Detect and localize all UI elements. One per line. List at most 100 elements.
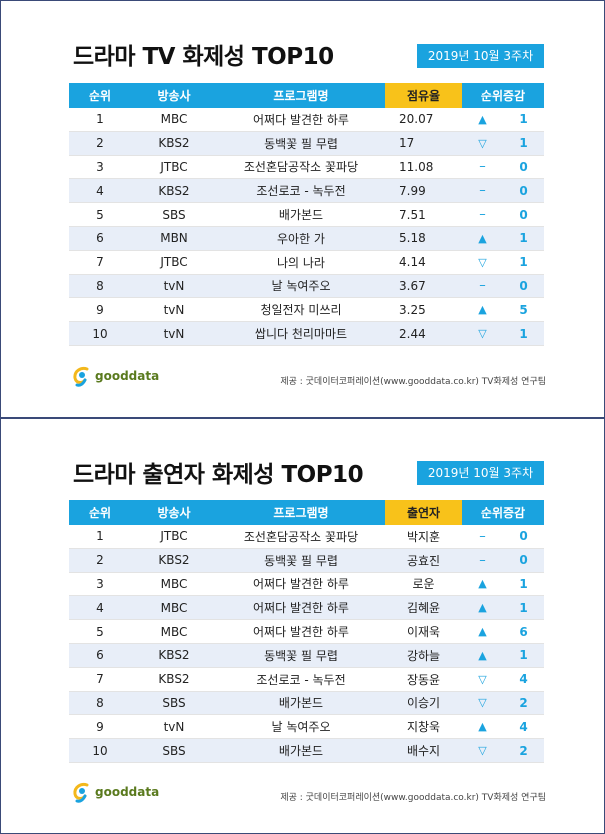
source-note: 제공 : 굿데이터코퍼레이션(www.gooddata.co.kr) TV화제성… xyxy=(280,793,546,803)
change-cell: –0 xyxy=(462,178,544,204)
dash-icon: – xyxy=(479,278,486,294)
program-cell: 나의 나라 xyxy=(217,250,385,275)
rank-cell: 8 xyxy=(69,691,131,716)
change-cell: –0 xyxy=(462,525,544,549)
table-row: 1 MBC 어쩌다 발견한 하루 20.07 ▲ 1 xyxy=(69,108,544,132)
broadcaster-cell: JTBC xyxy=(131,155,217,180)
dash-icon: – xyxy=(479,528,486,544)
program-cell: 날 녹여주오 xyxy=(217,714,385,740)
down-triangle-outline-icon: ▽ xyxy=(478,744,487,758)
rank-cell: 10 xyxy=(69,321,131,346)
change-value: 1 xyxy=(519,136,528,151)
actor-cell: 장동윤 xyxy=(385,667,462,692)
change-cell: ▲ 1 xyxy=(462,572,544,597)
up-triangle-icon: ▲ xyxy=(478,231,487,245)
rank-cell: 7 xyxy=(69,667,131,692)
change-value: 0 xyxy=(519,553,528,568)
broadcaster-cell: KBS2 xyxy=(131,667,217,692)
header-program: 프로그램명 xyxy=(217,83,385,108)
actor-cell: 공효진 xyxy=(385,548,462,573)
change-cell: ▲ 1 xyxy=(462,643,544,668)
table-header-row: 순위 방송사 프로그램명 점유율 순위증감 xyxy=(69,83,544,108)
broadcaster-cell: MBC xyxy=(131,595,217,621)
broadcaster-cell: KBS2 xyxy=(131,131,217,156)
gooddata-logo: gooddata xyxy=(71,781,159,803)
change-cell: ▲ 5 xyxy=(462,297,544,323)
program-cell: 어쩌다 발견한 하루 xyxy=(217,595,385,621)
up-triangle-icon: ▲ xyxy=(478,577,487,591)
table-row: 5 SBS 배가본드 7.51–0 xyxy=(69,202,544,227)
actor-cell: 로운 xyxy=(385,572,462,597)
program-cell: 우아한 가 xyxy=(217,226,385,251)
down-triangle-outline-icon: ▽ xyxy=(478,327,487,341)
change-value: 0 xyxy=(519,183,528,198)
ranking-table: 순위 방송사 프로그램명 점유율 순위증감 1 MBC 어쩌다 발견한 하루 20.0… xyxy=(69,83,544,346)
rank-cell: 1 xyxy=(69,108,131,132)
date-badge: 2019년 10월 3주차 xyxy=(417,44,544,68)
table-row: 3 JTBC 조선혼담공작소 꽃파당 11.08–0 xyxy=(69,155,544,180)
change-value: 4 xyxy=(519,672,528,687)
program-cell: 조선로코 - 녹두전 xyxy=(217,667,385,692)
program-cell: 동백꽃 필 무렵 xyxy=(217,548,385,573)
program-cell: 쌉니다 천리마마트 xyxy=(217,321,385,346)
broadcaster-cell: KBS2 xyxy=(131,643,217,668)
table-row: 9 tvN 청일전자 미쓰리 3.25 ▲ 5 xyxy=(69,297,544,323)
share-cell: 7.51 xyxy=(385,202,462,227)
rank-cell: 10 xyxy=(69,738,131,763)
table-row: 7 JTBC 나의 나라 4.14 ▽ 1 xyxy=(69,250,544,275)
change-value: 0 xyxy=(519,207,528,222)
broadcaster-cell: JTBC xyxy=(131,525,217,549)
actor-cell: 이승기 xyxy=(385,691,462,716)
down-triangle-outline-icon: ▽ xyxy=(478,672,487,686)
broadcaster-cell: SBS xyxy=(131,738,217,763)
share-cell: 2.44 xyxy=(385,321,462,346)
change-cell: ▲ 1 xyxy=(462,226,544,251)
program-cell: 조선혼담공작소 꽃파당 xyxy=(217,155,385,180)
share-cell: 4.14 xyxy=(385,250,462,275)
up-triangle-icon: ▲ xyxy=(478,112,487,126)
header-broadcaster: 방송사 xyxy=(131,83,217,108)
broadcaster-cell: tvN xyxy=(131,714,217,740)
change-value: 4 xyxy=(519,719,528,734)
actor-ranking-panel: 드라마 출연자 화제성 TOP10 2019년 10월 3주차 순위 방송사 프… xyxy=(0,418,605,834)
gooddata-logo: gooddata xyxy=(71,365,159,387)
table-header-row: 순위 방송사 프로그램명 출연자 순위증감 xyxy=(69,500,544,525)
share-cell: 3.67 xyxy=(385,274,462,299)
program-cell: 어쩌다 발견한 하루 xyxy=(217,619,385,644)
up-triangle-icon: ▲ xyxy=(478,601,487,615)
share-cell: 7.99 xyxy=(385,178,462,204)
header-rank: 순위 xyxy=(69,500,131,525)
program-cell: 배가본드 xyxy=(217,691,385,716)
table-row: 2 KBS2 동백꽃 필 무렵 공효진 –0 xyxy=(69,548,544,573)
change-cell: ▲ 4 xyxy=(462,714,544,740)
up-triangle-icon: ▲ xyxy=(478,625,487,639)
header-share: 점유율 xyxy=(385,83,462,108)
share-cell: 20.07 xyxy=(385,108,462,132)
change-cell: –0 xyxy=(462,548,544,573)
down-triangle-outline-icon: ▽ xyxy=(478,696,487,710)
change-value: 2 xyxy=(519,695,528,710)
table-row: 4 KBS2 조선로코 - 녹두전 7.99–0 xyxy=(69,178,544,204)
change-cell: –0 xyxy=(462,202,544,227)
actor-cell: 박지훈 xyxy=(385,525,462,549)
up-triangle-icon: ▲ xyxy=(478,303,487,317)
actor-cell: 이재욱 xyxy=(385,619,462,644)
table-row: 7 KBS2 조선로코 - 녹두전 장동윤 ▽ 4 xyxy=(69,667,544,692)
broadcaster-cell: MBC xyxy=(131,619,217,644)
broadcaster-cell: MBC xyxy=(131,108,217,132)
change-value: 1 xyxy=(519,326,528,341)
actor-cell: 배수지 xyxy=(385,738,462,763)
change-cell: ▲ 1 xyxy=(462,108,544,132)
change-value: 2 xyxy=(519,743,528,758)
dash-icon: – xyxy=(479,183,486,199)
date-badge: 2019년 10월 3주차 xyxy=(417,461,544,485)
change-value: 6 xyxy=(519,624,528,639)
program-cell: 배가본드 xyxy=(217,738,385,763)
logo-text: gooddata xyxy=(95,369,160,383)
gooddata-logo-icon xyxy=(73,783,89,803)
table-row: 6 MBN 우아한 가 5.18 ▲ 1 xyxy=(69,226,544,251)
table-row: 1 JTBC 조선혼담공작소 꽃파당 박지훈 –0 xyxy=(69,525,544,549)
table-row: 9 tvN 날 녹여주오 지창욱 ▲ 4 xyxy=(69,714,544,740)
actor-cell: 강하늘 xyxy=(385,643,462,668)
broadcaster-cell: MBN xyxy=(131,226,217,251)
